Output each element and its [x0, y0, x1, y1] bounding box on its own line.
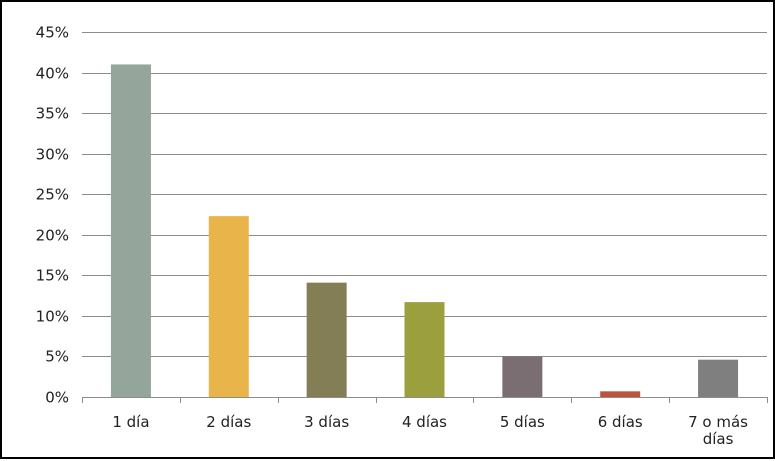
bar: [404, 302, 445, 397]
bar: [502, 356, 543, 397]
bar: [698, 359, 739, 397]
bar: [600, 391, 641, 397]
y-tick-label: 25%: [36, 186, 69, 204]
x-tick-label: 4 días: [402, 413, 447, 431]
bars: [110, 64, 739, 397]
x-axis-tick-labels: 1 día 2 días 3 días 4 días 5 días 6 días 7 o m…: [112, 413, 748, 448]
y-tick-label: 20%: [36, 227, 69, 245]
y-tick-label: 45%: [36, 24, 69, 42]
x-tick-label: 6 días: [598, 413, 643, 431]
bar: [208, 216, 249, 397]
x-tick-label: 3 días: [304, 413, 349, 431]
bar: [110, 64, 151, 397]
y-tick-label: 35%: [36, 105, 69, 123]
bar: [306, 282, 347, 397]
gridlines: [82, 32, 767, 357]
y-tick-label: 10%: [36, 308, 69, 326]
y-tick-label: 0%: [45, 389, 69, 407]
y-tick-label: 15%: [36, 267, 69, 285]
x-axis: [82, 397, 768, 403]
x-tick-label: 1 día: [112, 413, 149, 431]
y-tick-label: 30%: [36, 146, 69, 164]
y-tick-label: 5%: [45, 348, 69, 366]
x-tick-label: 2 días: [206, 413, 251, 431]
x-tick-label: 5 días: [500, 413, 545, 431]
y-axis-tick-labels: 0% 5% 10% 15% 20% 25% 30% 35% 40% 45%: [36, 24, 69, 407]
y-tick-label: 40%: [36, 65, 69, 83]
x-tick-label: 7 o más días: [688, 413, 748, 448]
